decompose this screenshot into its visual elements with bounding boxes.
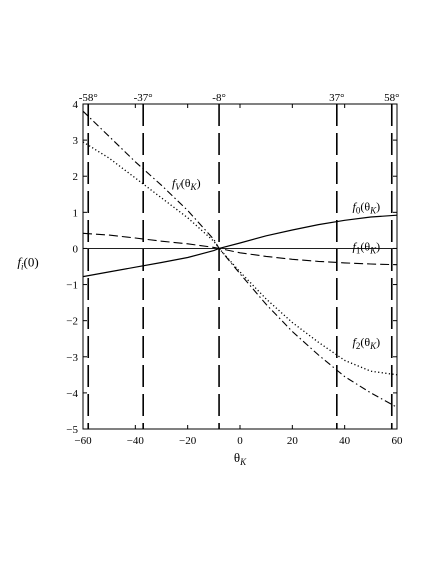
top-marker-label: -37° [134, 92, 153, 104]
labels: -58° -37° -8° 37° 58° fV(θK) f0(θK) f1(θK) f2(θK… [79, 92, 400, 351]
y-tick-label: −4 [66, 388, 78, 400]
x-tick-label: 40 [339, 435, 351, 447]
curve-label-0: fV(θK) [172, 176, 201, 192]
y-tick-label: −5 [66, 424, 78, 436]
top-marker-label: 58° [384, 92, 399, 104]
series-line-1 [82, 232, 398, 266]
y-tick-label: 1 [73, 207, 79, 219]
y-tick-label: 4 [73, 99, 79, 111]
marker-lines [87, 104, 393, 429]
y-tick-label: −3 [66, 352, 78, 364]
top-marker-label: -8° [212, 92, 226, 104]
x-tick-label: 20 [287, 435, 299, 447]
y-axis-label: fi(0) [17, 254, 38, 271]
x-tick-label: 0 [237, 435, 243, 447]
axis-ticks: −60 −40 −20 0 20 40 60 −5 −4 −3 −2 −1 0 1 2 3 4 [66, 99, 403, 447]
x-tick-label: −60 [74, 435, 92, 447]
series-line-3 [82, 141, 398, 376]
x-tick-label: −40 [127, 435, 145, 447]
top-marker-label: -58° [79, 92, 98, 104]
y-tick-label: −2 [66, 316, 78, 328]
curves [82, 110, 398, 408]
x-tick-label: −20 [179, 435, 197, 447]
y-tick-label: 0 [73, 243, 79, 255]
curve-label-1: f0(θK) [353, 200, 381, 216]
x-axis-label: θK [234, 450, 247, 467]
curve-label-3: f2(θK) [353, 335, 381, 351]
x-tick-label: 60 [392, 435, 404, 447]
y-tick-label: 2 [73, 171, 79, 183]
curve-label-2: f1(θK) [353, 239, 381, 255]
series-line-2 [82, 110, 398, 408]
series-line-0 [82, 214, 398, 278]
top-marker-label: 37° [329, 92, 344, 104]
y-tick-label: 3 [73, 135, 79, 147]
y-tick-label: −1 [66, 280, 78, 292]
